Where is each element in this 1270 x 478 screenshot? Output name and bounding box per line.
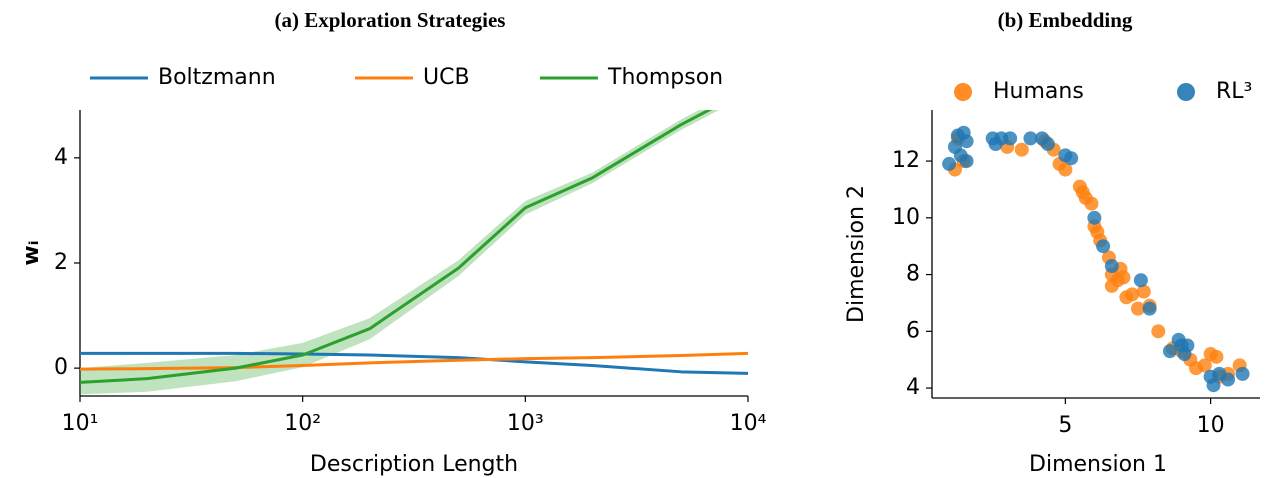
confidence-band [80,110,719,395]
point [942,156,957,171]
y-axis-label: Dimension 2 [844,185,869,323]
point [1125,287,1140,302]
point [1142,301,1157,316]
point [1116,270,1131,285]
point [1206,378,1221,393]
y-tick-label: 2 [54,250,68,275]
point [1003,131,1018,146]
y-axis-label: wᵢ [19,240,44,265]
x-tick-label: 10⁴ [730,411,767,436]
y-tick-label: 6 [906,318,920,343]
point [1023,131,1038,146]
y-tick-label: 0 [54,355,68,380]
y-tick-label: 12 [892,148,920,173]
point [1104,259,1119,274]
y-tick-label: 8 [906,262,920,287]
point [1096,239,1111,254]
point [1058,162,1073,177]
chart-title: (b) Embedding [998,8,1133,32]
x-tick-label: 10 [1197,413,1225,438]
x-tick-label: 10¹ [62,411,99,436]
point [1130,301,1145,316]
chart-title: (a) Exploration Strategies [275,8,506,32]
point [1162,344,1177,359]
x-axis-label: Description Length [310,452,518,477]
point [959,134,974,149]
line [80,110,713,384]
point [1180,338,1195,353]
legend-label: Humans [993,79,1084,104]
point [1084,196,1099,211]
point [1197,358,1212,373]
y-tick-label: 4 [906,375,920,400]
x-axis-label: Dimension 1 [1029,452,1167,477]
legend-label: Boltzmann [158,65,276,90]
point [1040,137,1055,152]
point [1014,142,1029,157]
x-tick-label: 5 [1058,413,1072,438]
point [1209,349,1224,364]
point [1151,324,1166,339]
legend-swatch [1177,83,1195,101]
line [80,351,749,375]
legend-label: Thompson [607,65,723,90]
point [1064,151,1079,166]
legend-label: UCB [423,65,470,90]
point [1235,366,1250,381]
y-tick-label: 4 [54,145,68,170]
x-tick-label: 10³ [507,411,544,436]
legend-label: RL³ [1216,79,1252,104]
y-tick-label: 10 [892,205,920,230]
point [1087,210,1102,225]
plot-area [80,110,749,395]
point [1133,273,1148,288]
point [959,154,974,169]
point [1221,372,1236,387]
line [80,351,749,371]
point [1136,284,1151,299]
legend-swatch [954,83,972,101]
x-tick-label: 10² [284,411,321,436]
